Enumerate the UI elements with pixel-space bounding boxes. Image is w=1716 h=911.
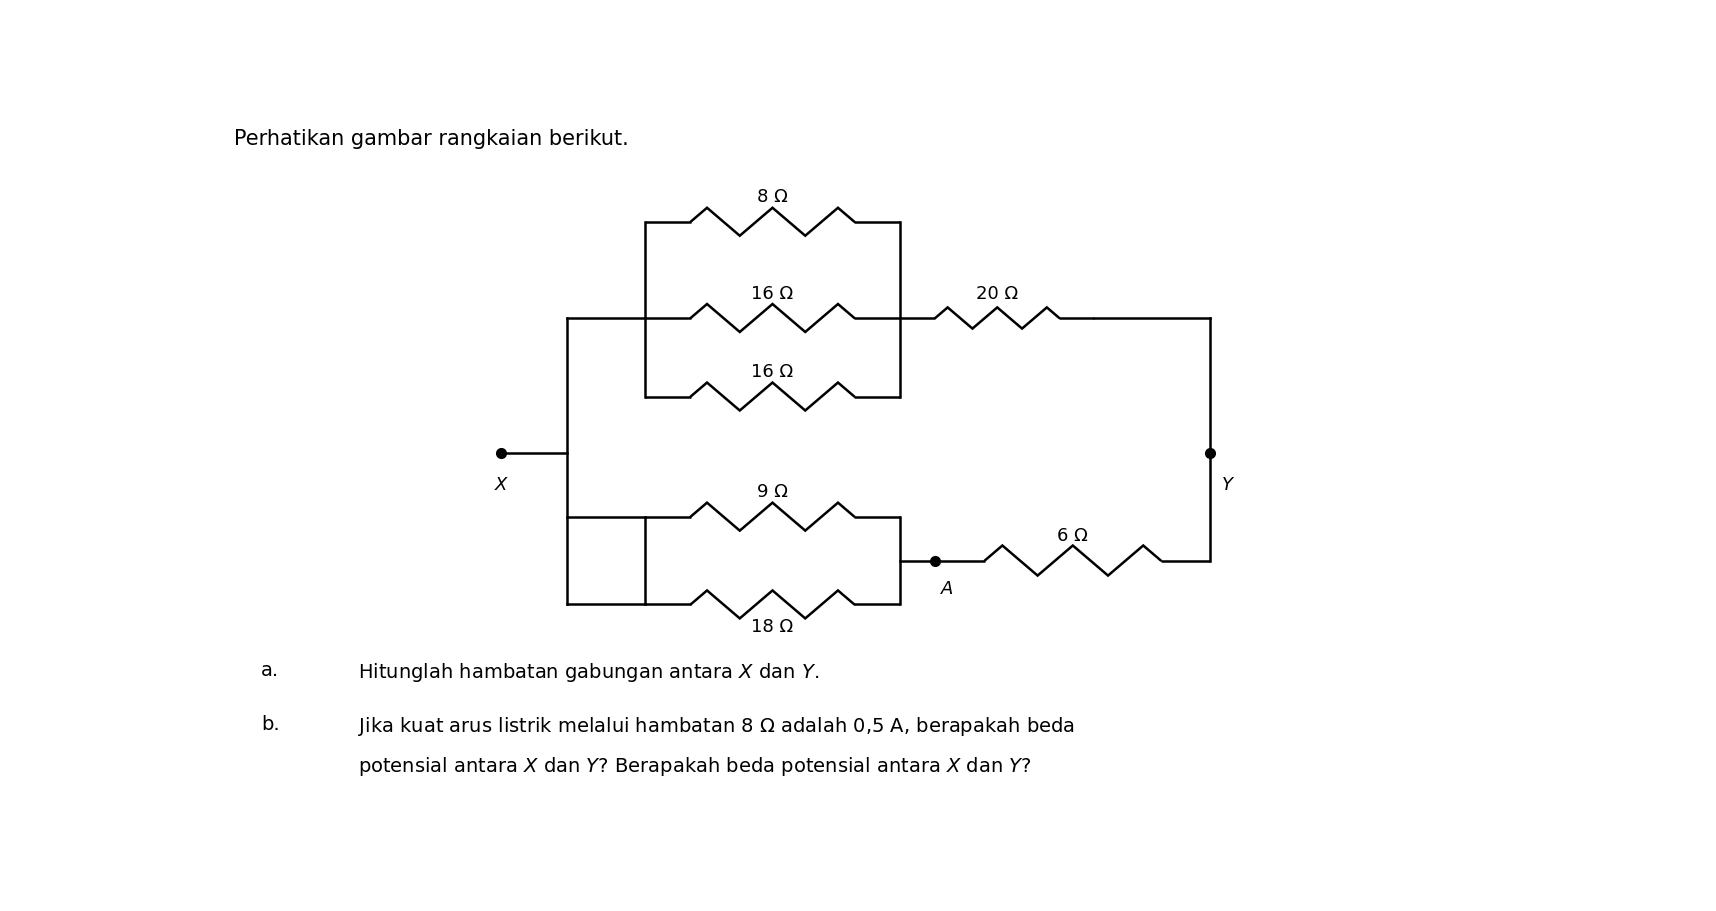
Text: 16 Ω: 16 Ω — [752, 284, 793, 302]
Text: 8 Ω: 8 Ω — [757, 189, 788, 206]
Text: 20 Ω: 20 Ω — [976, 284, 1018, 302]
Text: X: X — [494, 476, 508, 494]
Text: 16 Ω: 16 Ω — [752, 363, 793, 381]
Text: Y: Y — [1222, 476, 1234, 494]
Text: 6 Ω: 6 Ω — [1057, 527, 1088, 545]
Text: A: A — [942, 579, 954, 598]
Text: a.: a. — [261, 660, 280, 680]
Text: potensial antara $X$ dan $Y$? Berapakah beda potensial antara $X$ dan $Y$?: potensial antara $X$ dan $Y$? Berapakah … — [359, 755, 1031, 778]
Text: b.: b. — [261, 714, 280, 733]
Text: Hitunglah hambatan gabungan antara $X$ dan $Y$.: Hitunglah hambatan gabungan antara $X$ d… — [359, 660, 819, 683]
Text: 18 Ω: 18 Ω — [752, 619, 793, 636]
Text: Perhatikan gambar rangkaian berikut.: Perhatikan gambar rangkaian berikut. — [233, 129, 628, 149]
Text: 9 Ω: 9 Ω — [757, 483, 788, 501]
Text: Jika kuat arus listrik melalui hambatan 8 $\Omega$ adalah 0,5 A, berapakah beda: Jika kuat arus listrik melalui hambatan … — [359, 714, 1074, 738]
